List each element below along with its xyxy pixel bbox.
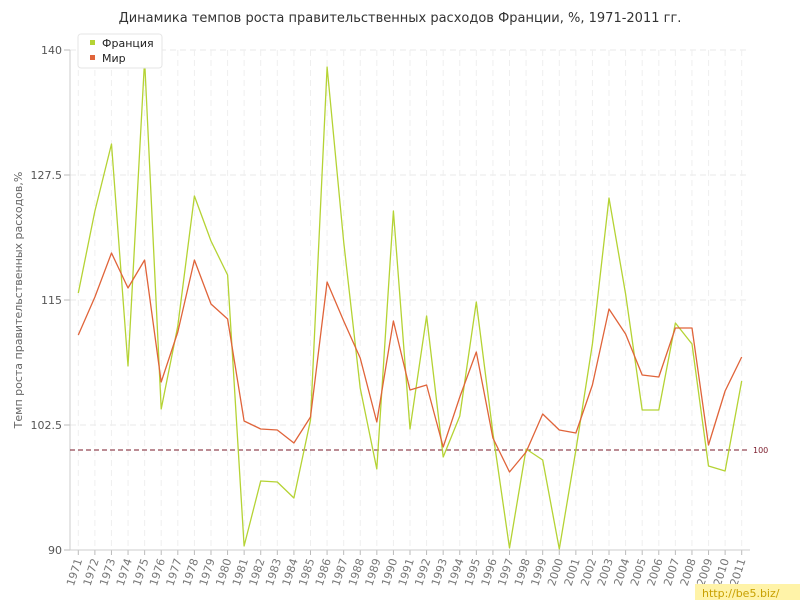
y-tick-label: 90: [48, 544, 62, 557]
series-lines: [77, 59, 743, 550]
watermark-text: http://be5.biz/: [702, 587, 780, 600]
watermark: http://be5.biz/: [695, 584, 800, 600]
series-line-france: [77, 59, 743, 550]
legend-label-world: Мир: [102, 52, 126, 65]
y-tick-label: 102.5: [31, 419, 63, 432]
legend: Франция Мир: [77, 33, 163, 69]
y-tick-label: 127.5: [31, 169, 63, 182]
legend-swatch-world: [90, 55, 95, 60]
y-tick-label: 115: [41, 294, 62, 307]
y-tick-labels: 90 102.5 115 127.5 140: [31, 44, 63, 557]
watermark-background: [695, 584, 800, 600]
vertical-grid: [77, 50, 743, 555]
series-line-world: [77, 252, 743, 473]
reference-line-label: 100: [753, 446, 768, 455]
legend-swatch-france: [90, 40, 95, 45]
x-tick-labels: 1971197219731974197519761977197819791980…: [64, 557, 748, 588]
y-tick-label: 140: [41, 44, 62, 57]
chart-title: Динамика темпов роста правительственных …: [119, 11, 682, 26]
legend-box: [77, 33, 163, 69]
y-axis-label: Темп роста правительственных расходов,%: [12, 172, 25, 430]
reference-line-100: 100: [70, 446, 768, 455]
plot-area: [64, 49, 750, 555]
legend-label-france: Франция: [102, 37, 154, 50]
